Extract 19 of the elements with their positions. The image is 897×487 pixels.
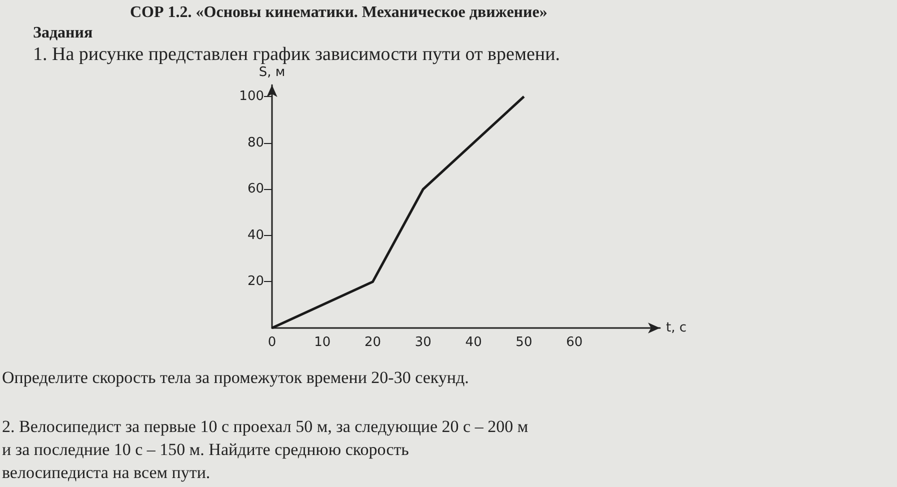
x-tick-label: 20 [364,335,382,350]
y-tick-label: 60 [247,182,264,197]
x-tick-label: 60 [566,335,583,350]
y-tick-label: 100 [239,89,264,104]
text: СОР 1.2. «Основы кинематики. Механическое движение» [130,4,548,21]
y-tick-label: 40 [247,228,264,243]
x-axis-title: t, c [666,320,687,336]
x-tick-label: 40 [465,335,482,350]
text: Задания [33,24,93,42]
chart-subtitle: 1. На рисунке представлен график зависимости пути от времени. [33,44,560,65]
x-tick-label: 50 [516,335,532,350]
x-tick-label: 0 [268,335,276,350]
text: Определите скорость тела за промежуток времени 20-30 секунд. [2,368,469,387]
x-tick-label: 30 [414,335,432,350]
y-axis-title: S, м [258,65,286,80]
x-tick-label: 10 [314,335,331,350]
y-tick-label: 20 [247,274,264,290]
text: 2. Велосипедист за первые 10 с проехал 50 м, за следующие 20 с – 200 м и за последние 10 с – 150 м. Найдите среднюю скорость велосипедиста на всем пути. [2,417,532,482]
y-tick-label: 80 [247,135,264,150]
